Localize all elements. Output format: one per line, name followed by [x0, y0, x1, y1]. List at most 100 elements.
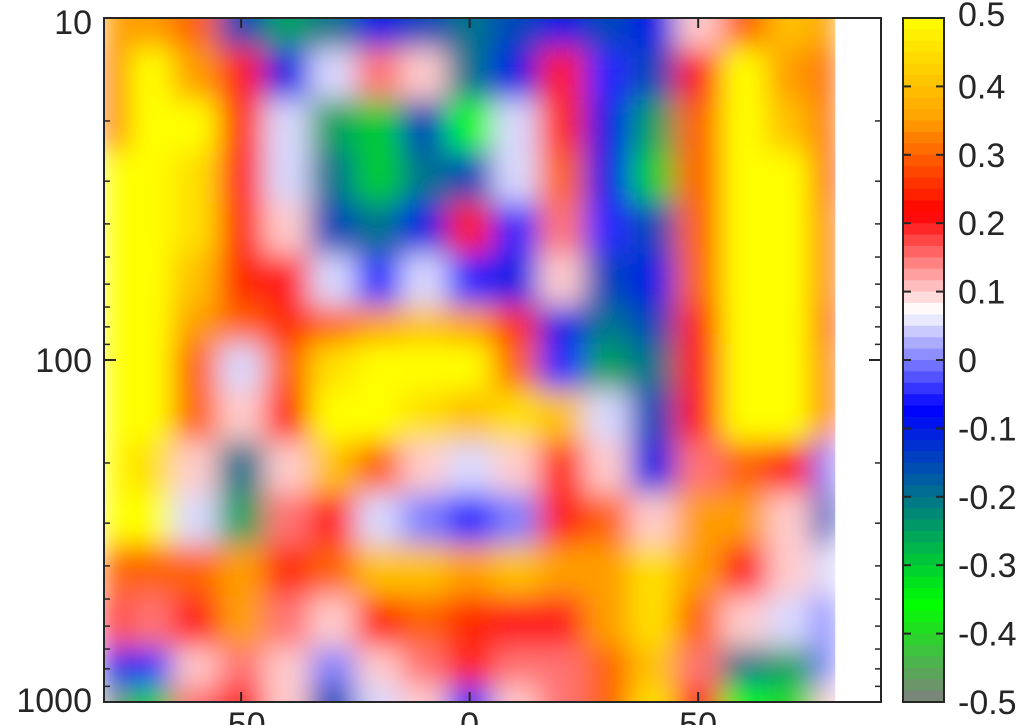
- heatmap-cell: [446, 343, 494, 391]
- heatmap-cell: [766, 18, 813, 49]
- heatmap-cell: [401, 18, 448, 49]
- colorbar-tick-label: 0: [958, 342, 977, 380]
- heatmap-cell: [492, 647, 539, 686]
- heatmap-cell: [355, 343, 402, 391]
- heatmap-cell: [126, 390, 174, 443]
- heatmap-cell: [538, 151, 585, 204]
- heatmap-cell: [766, 254, 813, 307]
- heatmap-cell: [812, 647, 836, 686]
- heatmap-cell: [538, 493, 585, 546]
- heatmap-cell: [218, 202, 265, 255]
- heatmap-cell: [721, 493, 768, 546]
- heatmap-cell: [675, 647, 722, 686]
- colorbar-segment: [903, 610, 944, 623]
- colorbar-gradient-crisp: [903, 18, 944, 703]
- heatmap-cell: [721, 151, 768, 204]
- heatmap-cell: [721, 596, 768, 649]
- heatmap-cell: [538, 647, 585, 686]
- heatmap-cell: [446, 544, 494, 597]
- heatmap-cell: [401, 390, 448, 443]
- heatmap-cell: [675, 441, 722, 494]
- heatmap-cell: [104, 390, 128, 443]
- heatmap-cell: [401, 544, 448, 597]
- heatmap-cell: [172, 441, 219, 494]
- colorbar-segment: [903, 268, 944, 281]
- heatmap-cell: [264, 48, 311, 101]
- heatmap-cell: [401, 305, 448, 344]
- colorbar-segment: [903, 496, 944, 509]
- heatmap-cell: [264, 544, 311, 597]
- x-axis: -50 0 50: [217, 18, 717, 725]
- heatmap-cell: [538, 685, 585, 702]
- heatmap-cell: [583, 343, 631, 391]
- heatmap-cell: [812, 544, 836, 597]
- heatmap-cell: [126, 441, 174, 494]
- heatmap-cell: [629, 343, 676, 391]
- colorbar-segment: [903, 337, 944, 350]
- heatmap-cell: [492, 493, 539, 546]
- heatmap-cell: [172, 254, 219, 307]
- heatmap-cell: [629, 390, 676, 443]
- heatmap-cell: [264, 493, 311, 546]
- heatmap-cell: [172, 18, 219, 49]
- heatmap-cell: [492, 305, 539, 344]
- heatmap-cell: [355, 151, 402, 204]
- colorbar-segment: [903, 622, 944, 635]
- heatmap-cell: [309, 441, 356, 494]
- heatmap-cell: [126, 647, 174, 686]
- colorbar-segment: [903, 303, 944, 315]
- heatmap-cell: [492, 441, 539, 494]
- heatmap-cell: [446, 305, 494, 344]
- heatmap-cell: [583, 305, 631, 344]
- heatmap-cell: [538, 202, 585, 255]
- heatmap-cell: [218, 390, 265, 443]
- heatmap-cell: [675, 596, 722, 649]
- heatmap-cell: [446, 493, 494, 546]
- heatmap-cell: [629, 544, 676, 597]
- heatmap-cell: [218, 343, 265, 391]
- heatmap-cell: [629, 493, 676, 546]
- heatmap-cell: [675, 544, 722, 597]
- colorbar-segment: [903, 109, 944, 122]
- heatmap-cell: [104, 151, 128, 204]
- heatmap-cell: [264, 202, 311, 255]
- heatmap-cell: [538, 390, 585, 443]
- heatmap-cell: [309, 99, 356, 152]
- heatmap-cell: [721, 99, 768, 152]
- heatmap-cell: [355, 596, 402, 649]
- colorbar-segment: [903, 371, 944, 384]
- colorbar-segment: [903, 462, 944, 475]
- colorbar-segment: [903, 223, 944, 236]
- colorbar-tick-label: 0.5: [958, 0, 1005, 34]
- heatmap-cell: [401, 441, 448, 494]
- colorbar-segment: [903, 166, 944, 179]
- heatmap-cell: [538, 441, 585, 494]
- y-axis: 10 100 1000: [16, 4, 881, 720]
- colorbar-segment: [903, 439, 944, 452]
- heatmap-cell: [492, 151, 539, 204]
- heatmap-cell: [104, 99, 128, 152]
- heatmap-cell: [583, 151, 631, 204]
- heatmap-cell: [401, 202, 448, 255]
- y-tick-label: 1000: [16, 682, 92, 720]
- heatmap-cell: [721, 305, 768, 344]
- x-tick-label: -50: [217, 706, 266, 725]
- heatmap-cell: [766, 202, 813, 255]
- heatmap-cell: [766, 596, 813, 649]
- colorbar-segment: [903, 211, 944, 224]
- heatmap-cell: [492, 343, 539, 391]
- heatmap-cell: [629, 48, 676, 101]
- colorbar-segment: [903, 474, 944, 486]
- heatmap-cell: [766, 390, 813, 443]
- heatmap-cell: [309, 493, 356, 546]
- heatmap-cell: [675, 151, 722, 204]
- colorbar-segment: [903, 679, 944, 692]
- heatmap-cell: [309, 544, 356, 597]
- colorbar-segment: [903, 314, 944, 327]
- colorbar-tick-label: 0.4: [958, 68, 1005, 106]
- colorbar-segment: [903, 291, 944, 304]
- heatmap-cell: [401, 647, 448, 686]
- colorbar-segment: [903, 565, 944, 578]
- colorbar-segment: [903, 394, 944, 407]
- heatmap-cell: [629, 254, 676, 307]
